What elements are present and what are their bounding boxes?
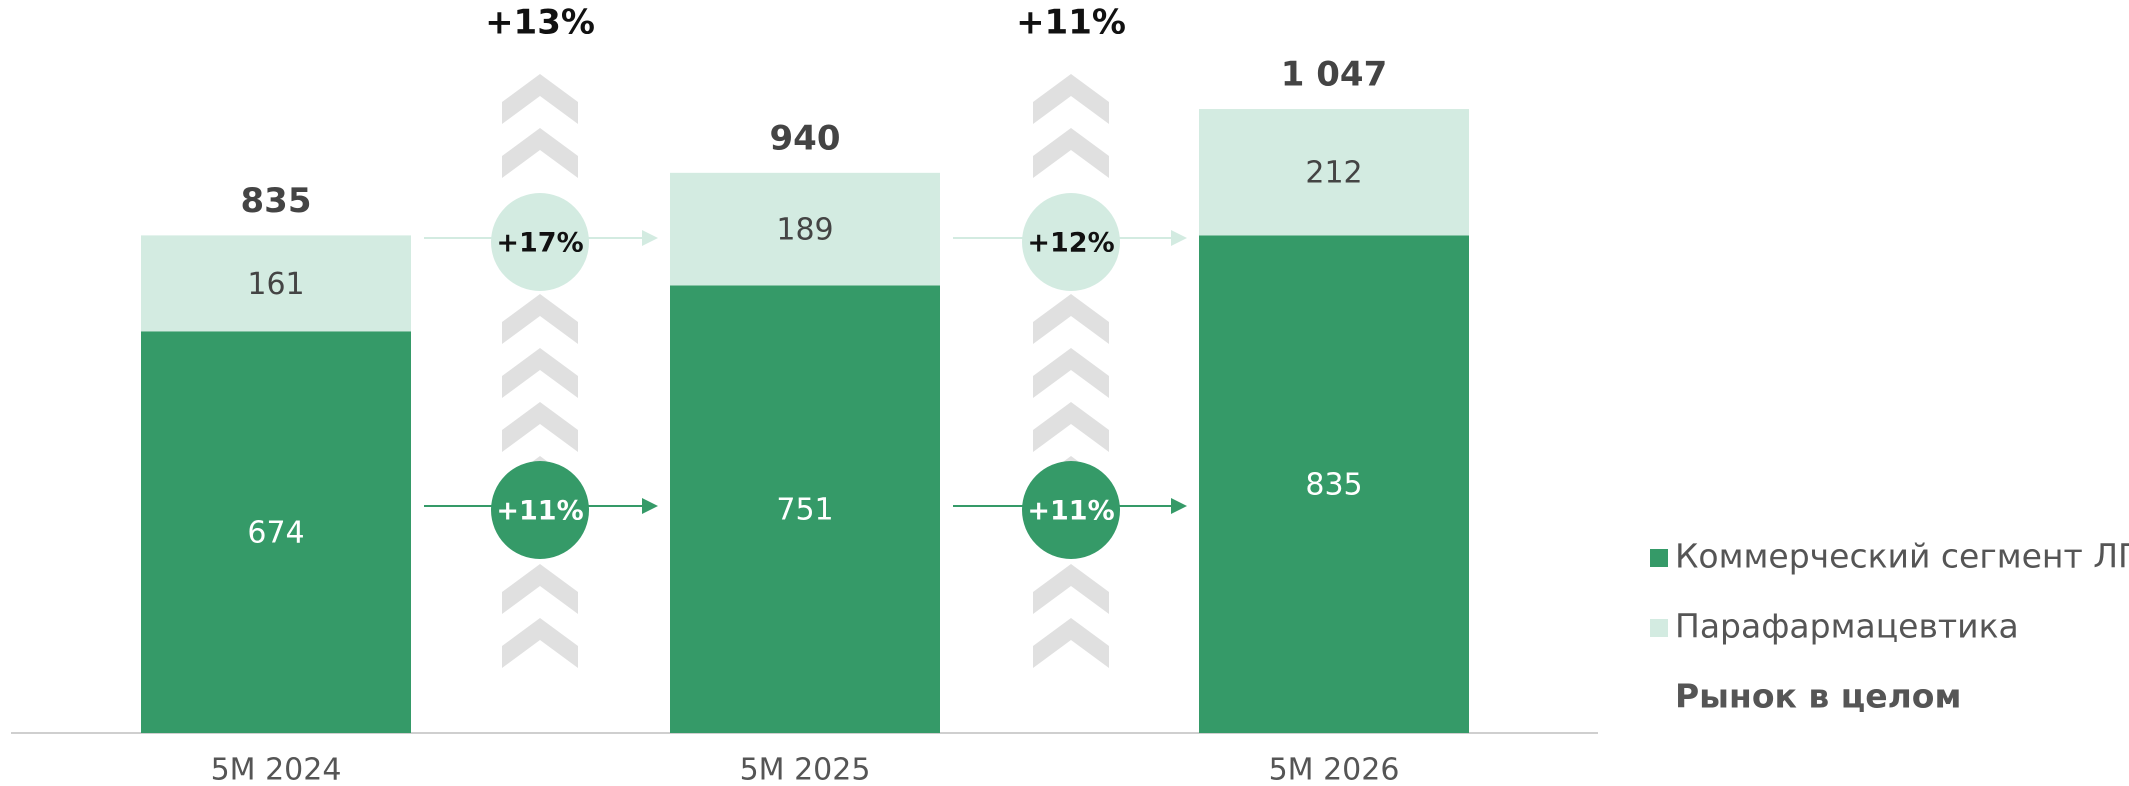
chevron bbox=[502, 564, 578, 614]
value-label: 161 bbox=[247, 267, 304, 302]
value-label: 751 bbox=[776, 493, 833, 528]
legend-label: Парафармацевтика bbox=[1675, 607, 2019, 646]
x-tick-label: 5M 2024 bbox=[211, 753, 342, 786]
growth-circle bbox=[1022, 193, 1120, 291]
chevron bbox=[1033, 564, 1109, 614]
bar-segment bbox=[141, 235, 411, 332]
bar-segment bbox=[670, 172, 940, 286]
chevron bbox=[1033, 348, 1109, 398]
growth-arrowhead bbox=[642, 498, 658, 514]
bar-segment bbox=[1199, 109, 1469, 236]
legend-label: Рынок в целом bbox=[1675, 677, 1961, 716]
value-label: 212 bbox=[1305, 156, 1362, 191]
legend-swatch bbox=[1650, 619, 1668, 637]
legend-swatch bbox=[1650, 549, 1668, 567]
growth-label: +11% bbox=[1027, 496, 1114, 527]
total-label: 1 047 bbox=[1281, 55, 1387, 95]
chevron bbox=[1033, 402, 1109, 452]
bar-segment bbox=[1199, 235, 1469, 734]
x-tick-label: 5M 2026 bbox=[1269, 753, 1400, 786]
total-label: 835 bbox=[241, 181, 312, 221]
x-tick-label: 5M 2025 bbox=[740, 753, 871, 786]
growth-arrowhead bbox=[1171, 498, 1187, 514]
value-label: 674 bbox=[247, 516, 304, 551]
chevron bbox=[502, 348, 578, 398]
growth-circle bbox=[491, 193, 589, 291]
growth-arrowhead bbox=[1171, 230, 1187, 246]
chevron bbox=[502, 74, 578, 124]
bar-segment bbox=[670, 285, 940, 733]
chevron bbox=[502, 128, 578, 178]
growth-label: +17% bbox=[496, 228, 583, 259]
growth-circle bbox=[491, 461, 589, 559]
chevron bbox=[1033, 294, 1109, 344]
growth-label: +11% bbox=[496, 496, 583, 527]
chevron bbox=[502, 618, 578, 668]
chevron bbox=[1033, 618, 1109, 668]
chevron bbox=[502, 402, 578, 452]
total-growth-label: +11% bbox=[1016, 3, 1126, 43]
value-label: 835 bbox=[1305, 468, 1362, 503]
chevron bbox=[1033, 128, 1109, 178]
legend-label: Коммерческий сегмент ЛП bbox=[1675, 537, 2129, 576]
growth-circle bbox=[1022, 461, 1120, 559]
growth-arrowhead bbox=[642, 230, 658, 246]
chevron bbox=[502, 294, 578, 344]
total-growth-label: +13% bbox=[485, 3, 595, 43]
growth-label: +12% bbox=[1027, 228, 1114, 259]
chevron bbox=[1033, 74, 1109, 124]
total-label: 940 bbox=[770, 118, 841, 158]
bar-segment bbox=[141, 331, 411, 733]
value-label: 189 bbox=[776, 213, 833, 248]
